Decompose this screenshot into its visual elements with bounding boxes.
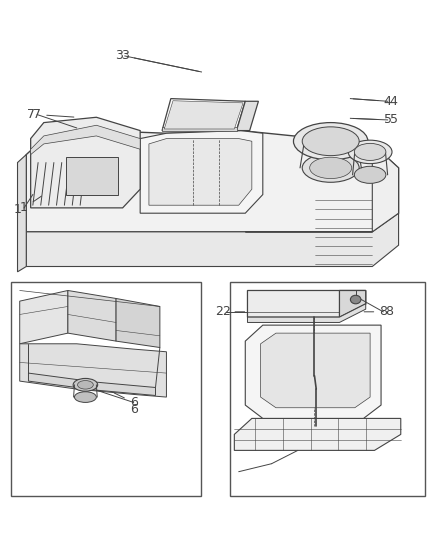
Polygon shape (26, 213, 399, 266)
Polygon shape (28, 373, 155, 395)
Polygon shape (31, 117, 140, 208)
Polygon shape (234, 418, 401, 450)
Polygon shape (66, 157, 118, 195)
Text: 5: 5 (390, 114, 398, 126)
Polygon shape (247, 290, 366, 317)
Polygon shape (245, 325, 381, 418)
Polygon shape (20, 344, 166, 397)
Ellipse shape (74, 392, 96, 402)
Polygon shape (261, 333, 370, 408)
Ellipse shape (302, 127, 359, 156)
Polygon shape (68, 290, 116, 341)
Bar (11, 282, 201, 496)
Text: 3: 3 (121, 50, 199, 71)
Text: 3: 3 (115, 50, 123, 62)
Ellipse shape (350, 295, 361, 304)
Text: 1: 1 (20, 196, 42, 214)
Text: 4: 4 (390, 95, 398, 108)
Polygon shape (339, 290, 366, 317)
Bar (230, 282, 425, 496)
Polygon shape (237, 101, 258, 131)
Polygon shape (26, 131, 399, 232)
Ellipse shape (354, 166, 386, 183)
Text: 5: 5 (353, 114, 392, 126)
Polygon shape (140, 131, 263, 213)
Polygon shape (164, 101, 243, 129)
Text: 2: 2 (222, 305, 245, 318)
Ellipse shape (78, 381, 93, 389)
Polygon shape (162, 127, 237, 131)
Polygon shape (245, 144, 399, 232)
Polygon shape (162, 99, 245, 131)
Ellipse shape (302, 154, 359, 182)
Text: 8: 8 (364, 305, 387, 318)
Text: 8: 8 (385, 305, 393, 318)
Text: 2: 2 (215, 305, 223, 318)
Polygon shape (247, 304, 366, 322)
Polygon shape (18, 155, 26, 272)
Ellipse shape (310, 157, 352, 179)
Ellipse shape (348, 140, 392, 164)
Ellipse shape (73, 378, 98, 391)
Polygon shape (149, 139, 252, 205)
Polygon shape (116, 298, 160, 348)
Ellipse shape (354, 143, 386, 160)
Text: 6: 6 (130, 403, 138, 416)
Text: 6: 6 (114, 393, 138, 409)
Polygon shape (20, 290, 68, 344)
Ellipse shape (293, 123, 368, 160)
Polygon shape (31, 125, 140, 155)
Text: 4: 4 (353, 95, 392, 108)
Text: 7: 7 (33, 108, 74, 121)
Text: 1: 1 (14, 203, 22, 216)
Text: 7: 7 (27, 108, 35, 121)
